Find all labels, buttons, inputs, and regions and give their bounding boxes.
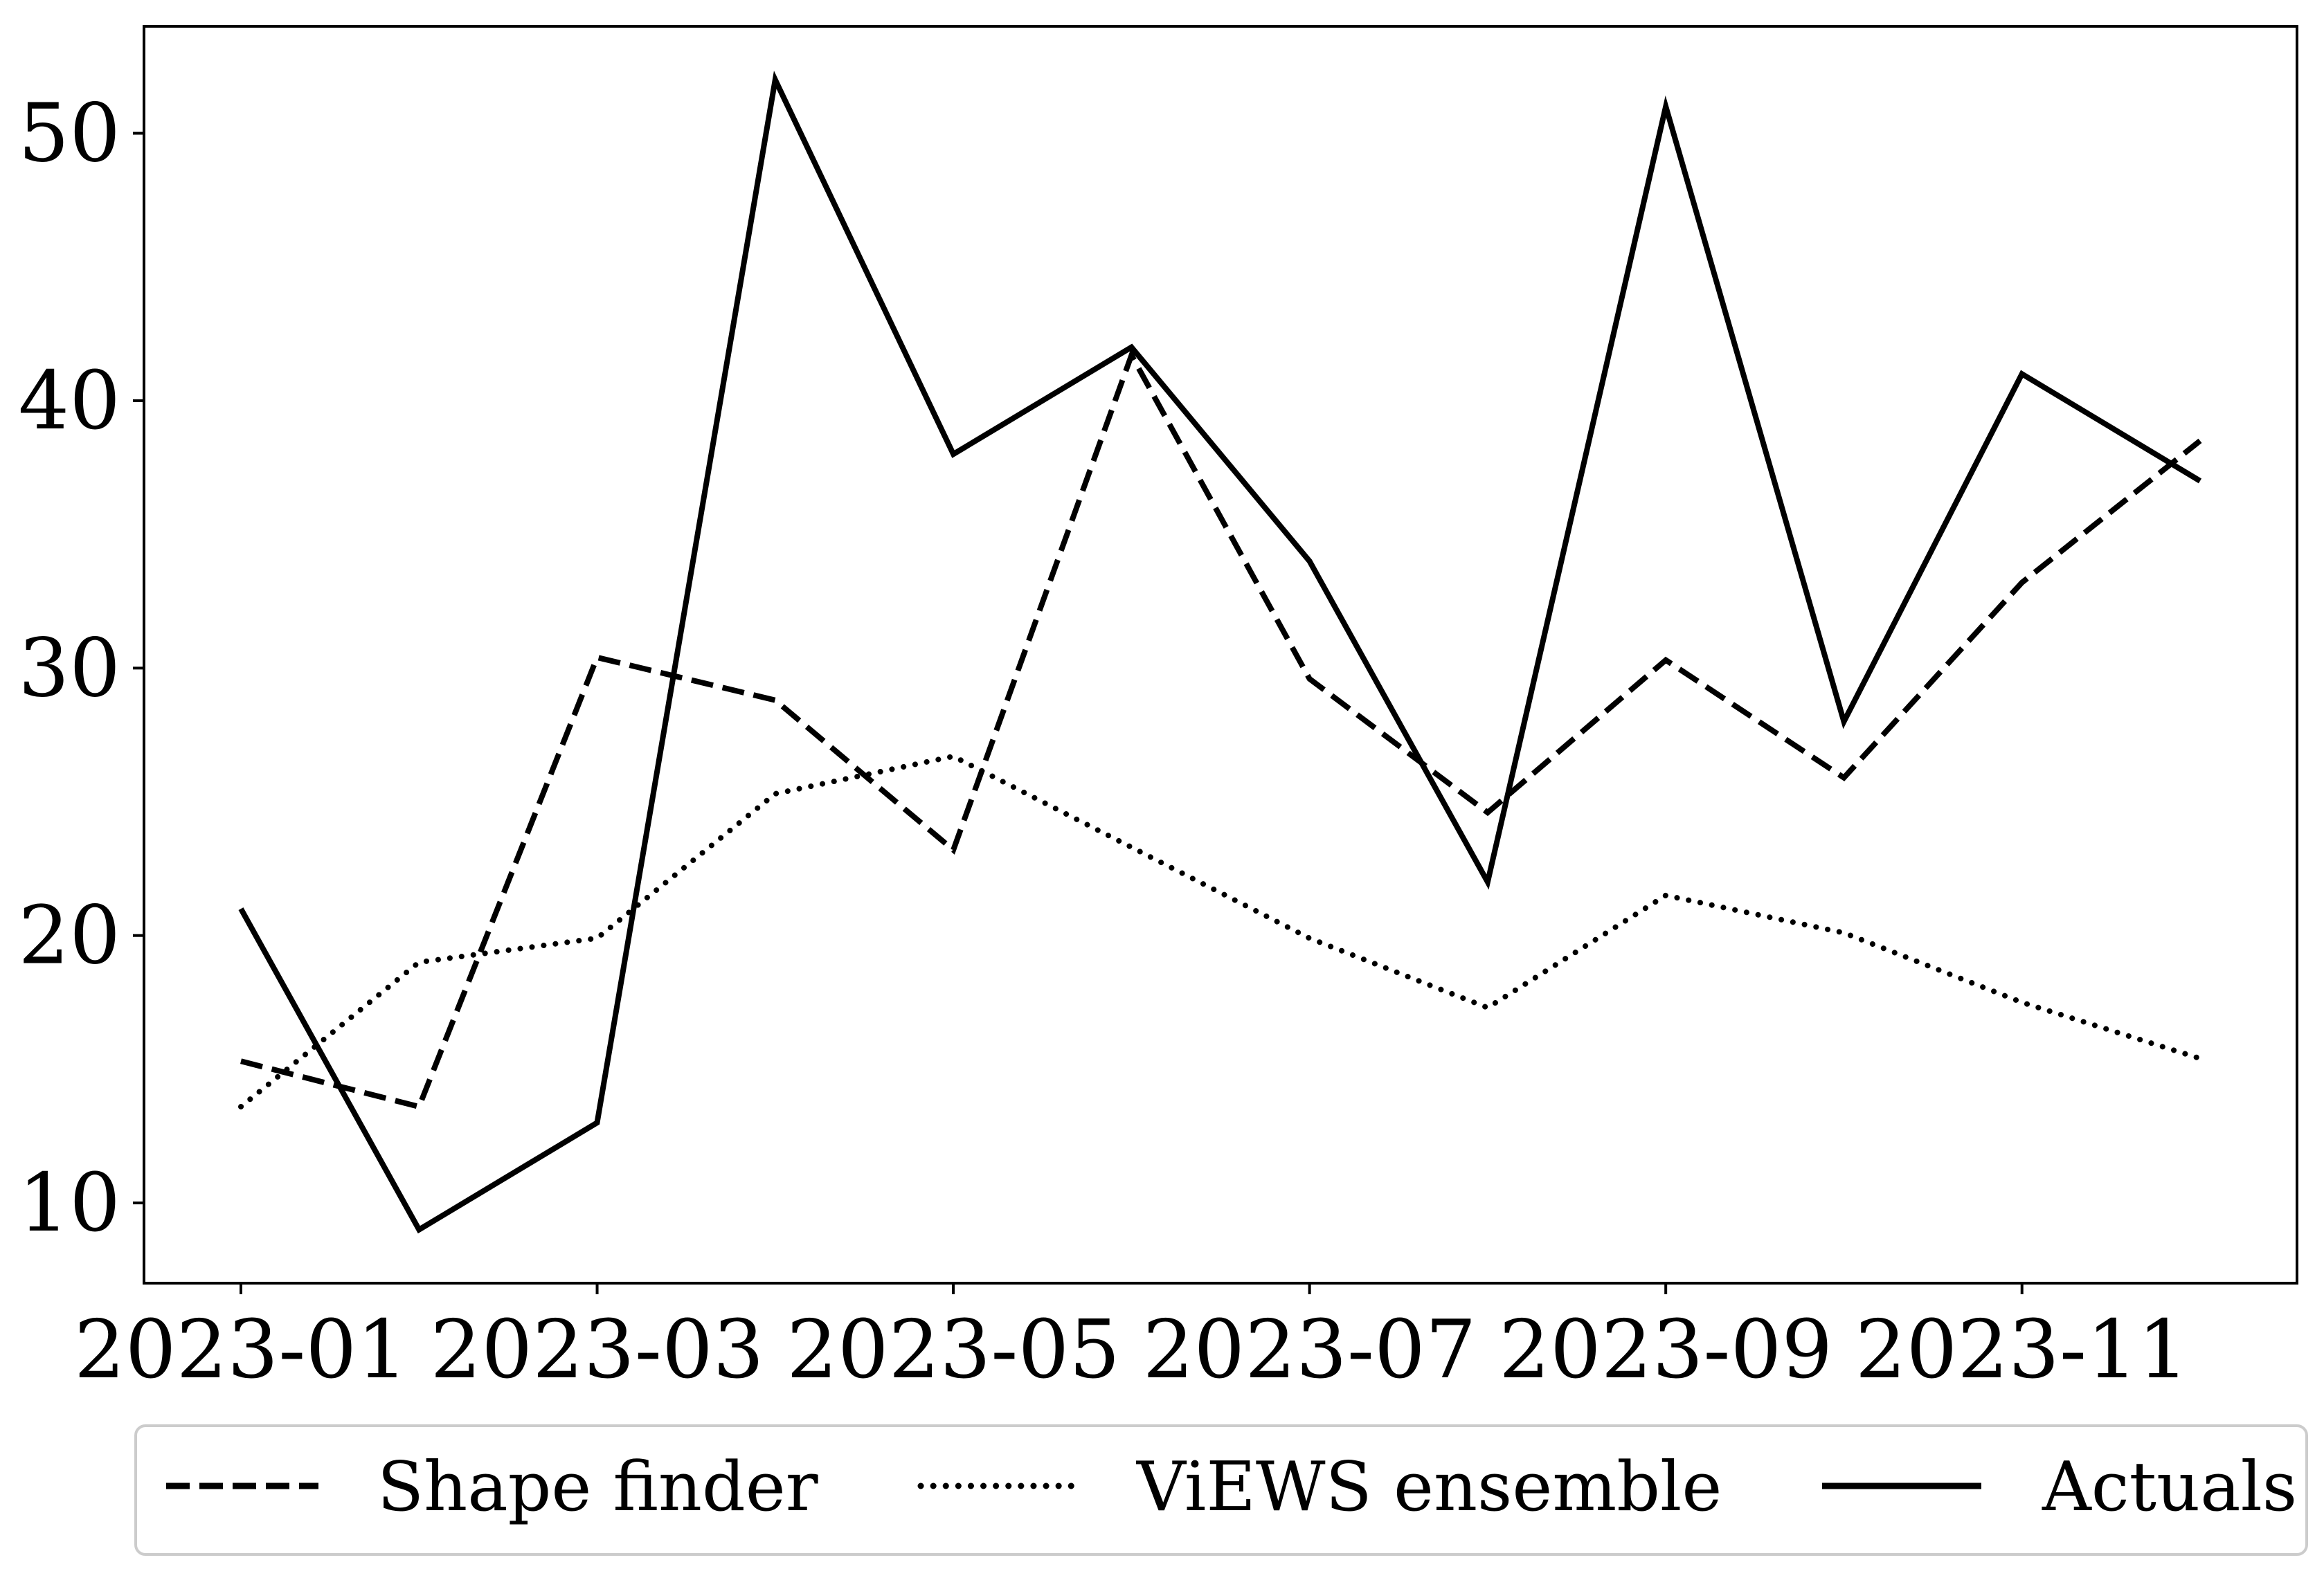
- x-tick-label: 2023-05: [786, 1303, 1120, 1397]
- legend-frame: [134, 1424, 2308, 1556]
- legend-label-actuals: Actuals: [2042, 1448, 2297, 1527]
- y-tick-label: 10: [18, 1157, 120, 1250]
- legend-label-views-ensemble: ViEWS ensemble: [1136, 1448, 1722, 1527]
- x-tick-label: 2023-09: [1499, 1303, 1832, 1397]
- series-line-shape-finder: [240, 348, 2202, 1110]
- x-axis: 2023-01 2023-03 2023-05 2023-07 2023-09 2023-…: [74, 1283, 2189, 1397]
- series-line-views-ensemble: [238, 753, 2203, 1109]
- legend-label-shape-finder: Shape finder: [377, 1448, 818, 1527]
- series-layer: [238, 71, 2203, 1234]
- x-tick-label: 2023-07: [1143, 1303, 1477, 1397]
- y-axis: 10 20 30 40 50: [18, 87, 144, 1250]
- y-tick-label: 20: [18, 889, 120, 983]
- legend: Shape finder ViEWS ensemble Actuals: [134, 1424, 2308, 1556]
- x-tick-label: 2023-11: [1855, 1303, 2189, 1397]
- y-tick-label: 40: [18, 354, 120, 448]
- series-line-actuals: [238, 71, 2202, 1234]
- y-tick-label: 30: [18, 622, 120, 715]
- y-tick-label: 50: [18, 87, 120, 181]
- x-tick-label: 2023-01: [74, 1303, 408, 1397]
- plot-area-frame: [143, 25, 2298, 1285]
- x-tick-label: 2023-03: [431, 1303, 764, 1397]
